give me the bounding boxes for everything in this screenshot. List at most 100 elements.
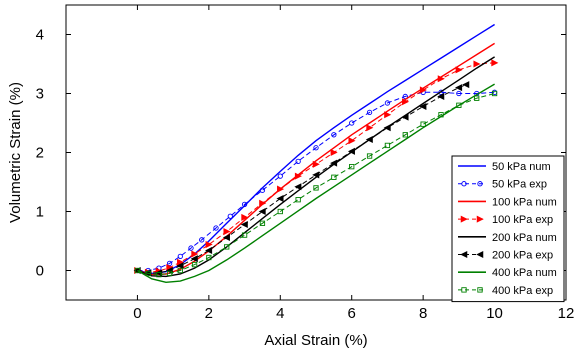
x-tick-label: 8 (419, 305, 427, 322)
data-point-50-kpa-exp (188, 245, 194, 251)
data-point-200-kpa-exp (437, 92, 445, 100)
data-point-100-kpa-exp (366, 124, 374, 132)
data-point-50-kpa-exp (349, 120, 355, 126)
data-point-50-kpa-exp (227, 213, 233, 219)
data-point-200-kpa-exp (419, 102, 427, 111)
series-line-200-kpa-num (137, 56, 495, 278)
data-point-50-kpa-exp (295, 158, 301, 165)
data-point-50-kpa-exp (331, 132, 337, 138)
legend-marker-400-kpa-exp (477, 287, 483, 293)
data-point-50-kpa-exp (259, 187, 266, 193)
data-point-200-kpa-exp (258, 207, 266, 216)
data-point-100-kpa-exp (437, 75, 445, 83)
legend-marker-100-kpa-exp (460, 215, 468, 223)
data-point-50-kpa-exp (384, 100, 391, 106)
data-point-100-kpa-exp (348, 137, 356, 145)
data-point-400-kpa-exp (241, 232, 248, 238)
y-tick-label: 1 (36, 204, 44, 221)
data-point-100-kpa-exp (330, 148, 338, 157)
data-point-100-kpa-exp (402, 98, 410, 106)
x-axis: 0 2 4 6 8 10 12 (133, 5, 574, 322)
x-tick-label: 0 (133, 305, 141, 322)
data-point-400-kpa-exp (438, 112, 444, 118)
data-point-100-kpa-exp (277, 185, 285, 193)
data-point-50-kpa-exp (313, 145, 319, 151)
data-point-50-kpa-exp (366, 109, 373, 116)
data-point-100-kpa-exp (473, 60, 481, 68)
data-point-100-kpa-exp (205, 241, 213, 249)
data-point-200-kpa-exp (190, 255, 198, 263)
x-tick-label: 6 (348, 305, 356, 322)
x-tick-label: 4 (276, 305, 284, 322)
data-point-50-kpa-exp (166, 260, 173, 267)
data-point-100-kpa-exp (312, 160, 320, 168)
data-point-200-kpa-exp (240, 220, 248, 229)
data-point-400-kpa-exp (259, 220, 266, 226)
data-point-400-kpa-exp (366, 153, 373, 159)
data-point-100-kpa-exp (223, 228, 231, 236)
data-point-50-kpa-exp (199, 237, 205, 243)
data-point-100-kpa-exp (294, 172, 302, 180)
data-point-200-kpa-exp (401, 113, 409, 121)
series-line-200-kpa-exp (137, 84, 467, 274)
x-tick-label: 10 (486, 305, 503, 322)
data-point-400-kpa-exp (384, 142, 391, 149)
data-point-100-kpa-exp (491, 59, 499, 67)
legend-marker-200-kpa-exp (460, 250, 468, 259)
legend-marker-200-kpa-exp (476, 250, 484, 259)
data-point-200-kpa-exp (312, 171, 320, 179)
data-point-200-kpa-exp (347, 147, 355, 155)
series-line-100-kpa-exp (137, 62, 495, 273)
data-point-400-kpa-exp (156, 271, 162, 278)
data-point-400-kpa-exp (224, 244, 230, 250)
series-line-400-kpa-exp (137, 93, 495, 276)
data-point-100-kpa-exp (455, 66, 463, 74)
data-point-400-kpa-exp (474, 95, 480, 101)
data-point-400-kpa-exp (349, 164, 355, 170)
y-axis-label: Volumetric Strain (%) (7, 82, 24, 223)
legend-marker-100-kpa-exp (476, 215, 484, 223)
y-tick-label: 3 (36, 86, 44, 103)
data-point-50-kpa-exp (277, 173, 283, 179)
data-point-400-kpa-exp (420, 121, 426, 127)
data-point-200-kpa-exp (365, 135, 373, 144)
data-point-400-kpa-exp (277, 208, 283, 215)
data-point-50-kpa-exp (177, 253, 183, 259)
data-point-50-kpa-exp (213, 225, 219, 231)
data-point-100-kpa-exp (241, 213, 249, 221)
data-point-50-kpa-exp (456, 90, 462, 97)
y-tick-label: 4 (36, 27, 44, 44)
data-point-400-kpa-exp (177, 267, 183, 274)
data-point-400-kpa-exp (191, 261, 198, 268)
data-point-400-kpa-exp (295, 197, 301, 203)
series-line-100-kpa-num (137, 42, 495, 276)
data-point-400-kpa-exp (331, 174, 337, 180)
data-point-200-kpa-exp (383, 124, 391, 132)
y-tick-label: 0 (36, 263, 44, 280)
legend-marker-400-kpa-exp (461, 287, 467, 293)
data-point-200-kpa-exp (276, 194, 284, 203)
data-point-400-kpa-exp (402, 132, 408, 138)
data-point-200-kpa-exp (205, 246, 213, 254)
data-point-400-kpa-exp (491, 90, 498, 97)
legend: 50 kPa num 50 kPa exp 100 kPa num 100 kPa e… (451, 155, 565, 303)
y-tick-label: 2 (36, 145, 44, 162)
data-point-400-kpa-exp (313, 185, 319, 191)
series-line-50-kpa-num (137, 23, 495, 275)
data-point-100-kpa-exp (177, 258, 185, 266)
legend-marker-50-kpa-exp (477, 181, 483, 187)
data-point-100-kpa-exp (384, 111, 392, 119)
x-axis-label: Axial Strain (%) (264, 332, 367, 349)
data-point-200-kpa-exp (294, 183, 302, 191)
legend-label-400-kpa-exp: 400 kPa exp (492, 285, 553, 297)
x-tick-label: 2 (205, 305, 213, 322)
data-point-200-kpa-exp (455, 84, 463, 92)
legend-label-200-kpa-num: 200 kPa num (492, 232, 557, 244)
legend-box (451, 155, 565, 303)
data-point-200-kpa-exp (330, 159, 338, 167)
data-point-100-kpa-exp (259, 199, 267, 207)
data-point-200-kpa-exp (462, 81, 470, 89)
data-point-400-kpa-exp (206, 254, 212, 261)
legend-label-50-kpa-num: 50 kPa num (492, 161, 551, 173)
